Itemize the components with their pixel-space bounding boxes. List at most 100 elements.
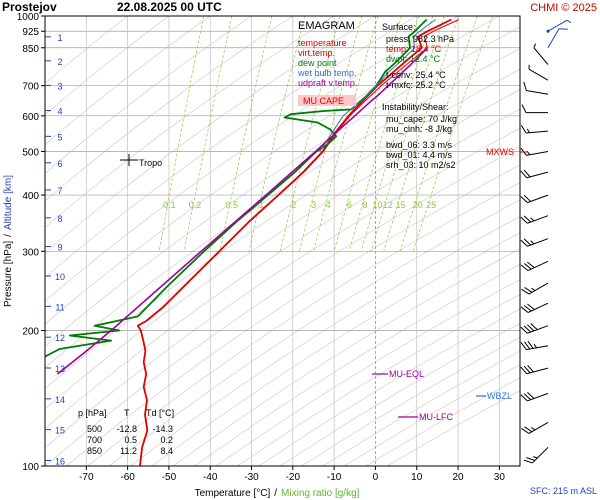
y-axis-title-pressure: Pressure [hPa] [3,241,14,307]
wind-barb-185 [520,340,549,351]
wind-barb-flag [523,81,527,91]
x-tick-label--10: -10 [327,472,342,483]
altitude-label-8: 8 [57,214,62,224]
wind-barb-shaft [526,130,549,134]
sounding-datetime: 22.08.2025 00 UTC [117,0,222,14]
dry-adiabat [130,216,520,466]
y-tick-label-200: 200 [22,327,39,338]
wind-barb-320 [520,238,549,247]
wind-barb-half-flag [530,217,535,222]
altitude-label-2: 2 [57,57,62,67]
x-axis-title-temperature: Temperature [°C] [195,488,271,499]
altitude-label-6: 6 [57,159,62,169]
mixing-ratio-label-6: 6 [347,200,352,210]
wind-barb-925 [546,19,572,33]
t-conv: t-conv: 25.4 °C [386,70,446,80]
altitude-label-9: 9 [57,242,62,252]
wind-barb-station-dot [546,29,550,33]
wind-barb-shaft [527,238,549,247]
mixing-ratio-label-15: 15 [396,200,406,210]
wind-barb-shaft [532,447,549,464]
x-tick-label-10: 10 [411,472,423,483]
wind-barb-shaft [526,171,549,179]
altitude-label-4: 4 [57,107,62,117]
wind-barb-half-flag [566,19,572,24]
mu-cape-value: mu_cape: 70 J/kg [386,114,457,124]
wind-barb-shaft [527,215,549,224]
wind-barb-flag [523,215,531,223]
wind-barb-flag [521,428,530,434]
wind-barb-110 [523,447,549,464]
wind-barb-shaft [527,325,549,334]
dry-adiabat [151,232,520,466]
altitude-label-14: 14 [55,395,65,405]
wind-barb-flag [523,325,531,333]
mixing-ratio-label-2: 2 [291,200,296,210]
x-tick-label--70: -70 [79,472,94,483]
table-row-850-t: 11.2 [120,446,137,456]
level-table: p [hPa] T Td [°C] 500 -12.8 -14.3 700 0.… [78,408,174,456]
altitude-label-16: 16 [55,456,65,466]
wind-barb-half-flag [526,128,530,133]
wind-barb-670 [523,81,549,95]
wind-barb-flag [523,194,531,202]
legend-wet-bulb: wet bulb temp. [297,68,357,78]
wind-barb-flag [523,169,531,178]
mu-cape-label: MU CAPE [303,96,344,106]
wind-barb-780 [533,43,549,65]
x-tick-label-30: 30 [494,472,506,483]
x-tick-label--20: -20 [286,472,301,483]
wind-barb-shaft [533,47,549,65]
y-tick-label-300: 300 [22,247,39,258]
dry-adiabat [45,146,520,466]
surface-temperature: temp: 18.4 °C [386,44,442,54]
wind-barb-flag [520,196,528,203]
mixing-ratio-line-8 [348,16,420,252]
mixing-ratio-label-0.1: 0.1 [163,200,176,210]
surface-dewpoint: dwpt: 12.4 °C [386,54,441,64]
wind-barb-flag [527,364,534,373]
altitude-label-5: 5 [57,132,62,142]
wind-barb-720 [528,64,549,81]
legend-parcel-vtemp: udpraft v.temp. [298,78,357,88]
wind-barb-285 [520,260,549,272]
mixing-ratio-line-20 [399,16,478,252]
altitude-label-10: 10 [55,272,65,282]
table-row-700-p: 700 [87,435,102,445]
x-tick-label-0: 0 [373,472,379,483]
series-virt-temp- [162,19,460,308]
mixing-ratio-label-0.5: 0.5 [225,200,238,210]
table-row-850-td: 8.4 [160,446,173,456]
wind-barb-flag [527,340,534,349]
legend: EMAGRAM temperature virt.temp. dew point… [297,20,357,106]
wind-barb-360 [520,215,549,224]
x-tick-label--50: -50 [162,472,177,483]
wind-barb-flag [523,263,532,270]
legend-temperature: temperature [298,38,347,48]
wind-barb-flag [523,305,532,312]
table-header-t: T [124,408,130,418]
wind-barb-255 [521,282,549,295]
dry-adiabat [45,89,520,410]
mu-cape-swatch [298,95,356,106]
wind-barb-shaft [526,367,549,375]
wind-barb-half-flag [530,240,535,245]
mixing-ratio-line-1 [248,16,306,252]
wind-barb-flag [523,238,531,246]
legend-virtual-temperature: virt.temp. [298,48,335,58]
wind-barb-half-flag [531,427,536,431]
wind-barb-half-flag [528,64,530,70]
annotations: Tropo MXWS MU-EQL WBZL MU-LFC SFC: 215 m… [120,147,597,496]
x-tick-label--40: -40 [203,472,218,483]
altitude-label-13: 13 [55,364,65,374]
bwd-06-value: bwd_06: 3.3 m/s [386,140,453,150]
wind-barb-145 [520,392,549,402]
station-name: Prostejov [2,0,57,14]
y-tick-label-400: 400 [22,191,39,202]
x-tick-label-20: 20 [452,472,464,483]
mu-cinh-value: mu_cinh: -8 J/kg [386,124,452,134]
wind-barb-flag [527,324,535,332]
mixing-ratio-label-4: 4 [326,200,331,210]
indices-panel: Surface: press: 982.3 hPa temp: 18.4 °C … [382,22,457,170]
wind-barb-500 [520,147,549,156]
